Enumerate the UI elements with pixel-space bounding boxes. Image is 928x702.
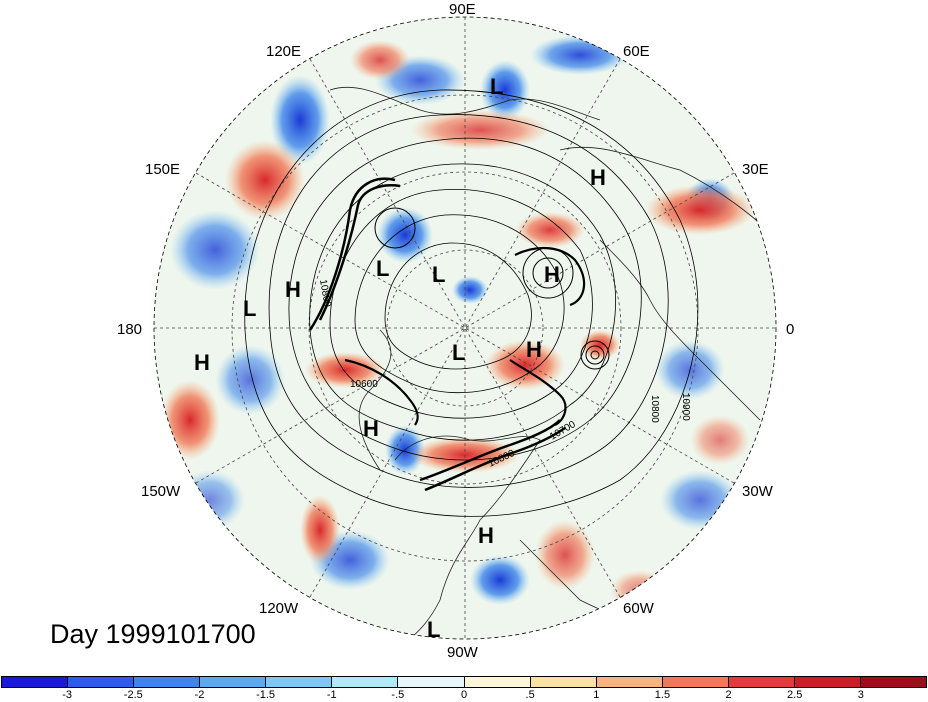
lon-label-150w: 150W (141, 483, 181, 500)
colorbar-tick-label: 2.5 (787, 689, 803, 701)
longitude-labels: 90E 60E 30E 0 30W 60W 90W 120W 150W 180 … (117, 1, 794, 661)
lon-label-120w: 120W (259, 600, 299, 617)
colorbar-tick-label: -.5 (391, 689, 405, 701)
warm-anomalies (160, 40, 755, 610)
height-contours (244, 89, 699, 517)
colorbar-tick-label: 1.5 (654, 689, 671, 701)
lon-label-90e: 90E (449, 1, 476, 18)
high-pressure-label: H (478, 523, 494, 548)
low-pressure-label: L (490, 74, 503, 99)
graticule (154, 17, 776, 639)
lon-label-180: 180 (117, 321, 142, 338)
day-label: Day 1999101700 (50, 619, 256, 649)
colorbar-tick-label: 0 (460, 689, 468, 701)
high-pressure-label: H (285, 277, 301, 302)
lon-label-60e: 60E (623, 43, 650, 60)
contour-label: 10600 (350, 379, 378, 390)
colorbar-cell (332, 677, 399, 687)
colorbar-tick-label: -2 (194, 689, 205, 701)
colorbar-tick-label: -1.5 (256, 689, 276, 701)
contour-label: 10900 (680, 393, 691, 421)
low-pressure-label: H (544, 262, 560, 287)
high-pressure-label: H (526, 337, 542, 362)
low-pressure-label: L (432, 262, 445, 287)
lon-label-120e: 120E (266, 43, 301, 60)
colorbar-tick-label: 3 (857, 689, 864, 701)
high-pressure-label: H (590, 165, 606, 190)
colorbar-tick-label: .5 (525, 689, 535, 701)
colorbar-cell (398, 677, 465, 687)
colorbar-cell (662, 677, 729, 687)
colorbar-cell (2, 677, 69, 687)
colorbar (1, 676, 927, 688)
colorbar-cell (530, 677, 597, 687)
low-pressure-label: L (427, 617, 440, 642)
map-boundary (153, 16, 777, 640)
colorbar-tick-label: -1 (326, 689, 337, 701)
contour-label: 10800 (317, 279, 333, 309)
colorbar-cell (596, 677, 663, 687)
low-pressure-label: L (376, 256, 389, 281)
high-pressure-label: H (363, 416, 379, 441)
colorbar-cell (266, 677, 333, 687)
pressure-centers: L H L L H L H H L H H L H (194, 74, 606, 642)
colorbar-cell (464, 677, 531, 687)
colorbar-tick-label: 2 (725, 689, 732, 701)
colorbar-cell (794, 677, 862, 687)
lon-label-30w: 30W (742, 483, 774, 500)
colorbar-cell (200, 677, 267, 687)
low-pressure-label: L (243, 296, 256, 321)
contour-label: 10800 (649, 395, 660, 423)
colorbar-cell (134, 677, 201, 687)
lon-label-30e: 30E (742, 161, 769, 178)
lon-label-90w: 90W (447, 644, 479, 661)
colorbar-cell (861, 677, 927, 687)
colorbar-tick-label: -2.5 (123, 689, 143, 701)
low-pressure-label: L (452, 340, 465, 365)
lon-label-150e: 150E (145, 161, 180, 178)
lon-label-60w: 60W (623, 600, 655, 617)
lon-label-0: 0 (786, 321, 794, 338)
high-pressure-label: H (194, 350, 210, 375)
colorbar-cell (728, 677, 795, 687)
colorbar-cell (68, 677, 135, 687)
colorbar-tick-label: 1 (593, 689, 600, 701)
colorbar-tick-label: -3 (62, 689, 73, 701)
